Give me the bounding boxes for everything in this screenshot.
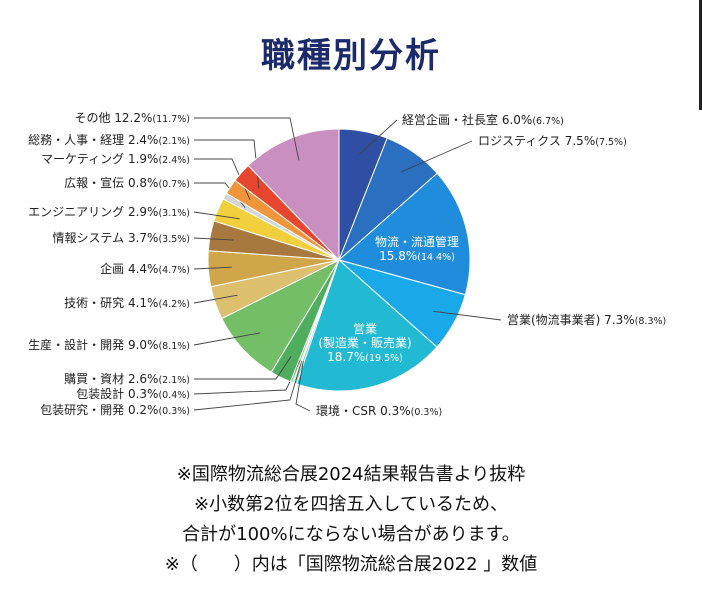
slice-label: マーケティング 1.9%(2.4%) <box>41 152 190 166</box>
footnote-previous: ※（ ）内は「国際物流総合展2022 」数値 <box>164 554 538 575</box>
chart-title: 職種別分析 <box>261 36 441 76</box>
slice-label: 購買・資材 2.6%(2.1%) <box>64 372 190 386</box>
leader-line <box>193 237 234 241</box>
slice-label: ロジスティクス 7.5%(7.5%) <box>478 134 627 148</box>
slice-label: 営業(物流事業者) 7.3%(8.3%) <box>507 313 666 327</box>
leader-line <box>400 140 473 173</box>
slice-label: 環境・CSR 0.3%(0.3%) <box>316 403 442 418</box>
leader-line <box>193 294 238 304</box>
slice-label: エンジニアリング 2.9%(3.1%) <box>28 205 190 219</box>
svg-text:15.8%(14.4%): 15.8%(14.4%) <box>379 249 455 263</box>
leader-line <box>358 119 398 155</box>
slice-label: 技術・研究 4.1%(4.2%) <box>64 295 190 310</box>
footnotes: ※国際物流総合展2024結果報告書より抜粋 ※小数第2位を四捨五入しているため、… <box>0 460 702 580</box>
footnote-rounding: ※小数第2位を四捨五入しているため、 <box>194 494 508 515</box>
slice-label: 包装研究・開発 0.2%(0.3%) <box>40 402 190 417</box>
slice-label: 総務・人事・経理 2.4%(2.1%) <box>28 133 190 147</box>
leader-line <box>295 361 311 412</box>
footnote-rounding-2: 合計が100%にならない場合があります。 <box>182 524 520 545</box>
slice-label: 企画 4.4%(4.7%) <box>100 261 190 276</box>
svg-text:営業: 営業 <box>353 322 377 336</box>
svg-text:18.7%(19.5%): 18.7%(19.5%) <box>327 350 403 364</box>
pie-slice <box>337 172 471 296</box>
pie-chart: 経営企画・社長室 6.0%(6.7%) ロジスティクス 7.5%(7.5%) 物流・… <box>28 111 666 418</box>
leader-line <box>193 266 232 270</box>
slice-label: 広報・宣伝 0.8%(0.7%) <box>64 175 190 190</box>
leader-line <box>193 211 240 220</box>
pie-slice <box>295 259 438 392</box>
leader-line <box>193 332 261 346</box>
leader-line <box>433 310 502 321</box>
slice-label: その他 12.2%(11.7%) <box>74 111 190 125</box>
slice-label: 営業(製造業・販売業)18.7%(19.5%) <box>318 322 411 364</box>
scrollbar-edge <box>699 0 702 110</box>
slice-label: 包装設計 0.3%(0.4%) <box>76 386 190 401</box>
svg-text:物流・流通管理: 物流・流通管理 <box>375 234 459 249</box>
slice-label: 生産・設計・開発 9.0%(8.1%) <box>28 337 190 352</box>
slice-label: 経営企画・社長室 6.0%(6.7%) <box>402 112 564 127</box>
slice-label: 情報システム 3.7%(3.5%) <box>52 231 190 245</box>
leader-line <box>194 355 292 380</box>
pie-slice <box>247 128 340 262</box>
svg-text:(製造業・販売業): (製造業・販売業) <box>318 335 411 350</box>
footnote-source: ※国際物流総合展2024結果報告書より抜粋 <box>176 464 526 485</box>
leader-line <box>194 117 300 161</box>
leader-line <box>193 360 303 411</box>
